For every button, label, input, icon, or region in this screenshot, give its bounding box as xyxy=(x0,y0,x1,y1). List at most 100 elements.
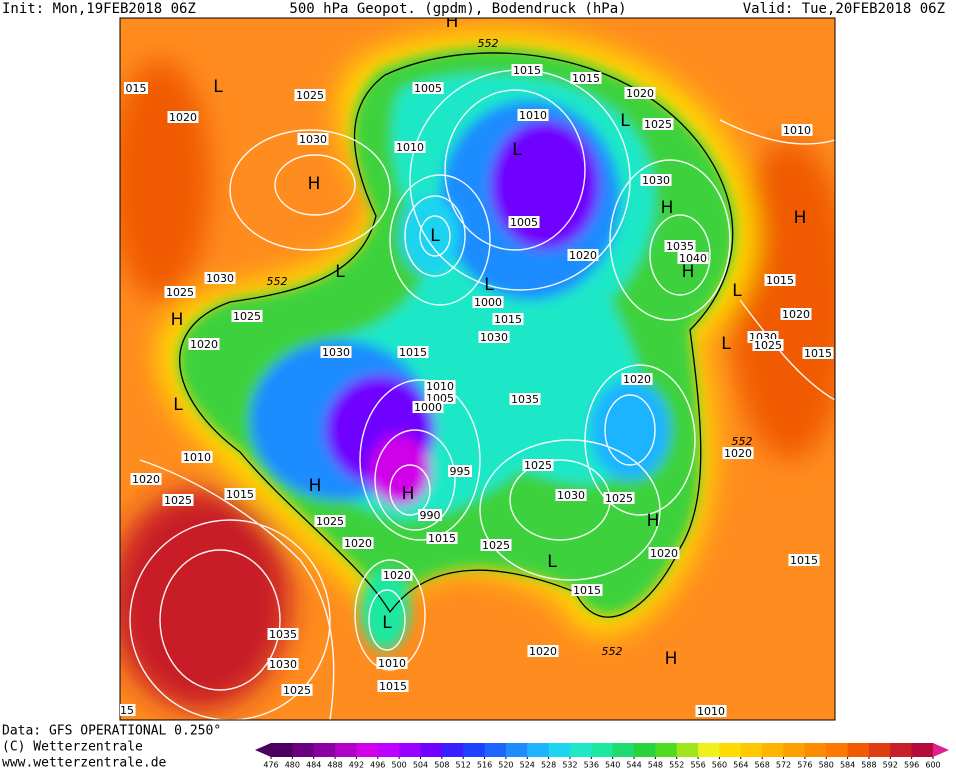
pressure-label: 1020 xyxy=(190,338,218,351)
pressure-label: 1010 xyxy=(426,380,454,393)
pressure-label-box xyxy=(231,310,263,322)
pressure-center: H xyxy=(402,484,415,504)
pressure-label-box xyxy=(480,539,512,551)
pressure-label: 1020 xyxy=(132,473,160,486)
colorbar-cell xyxy=(356,743,379,757)
colorbar-cell xyxy=(527,743,550,757)
isoline-label: 552 xyxy=(267,275,288,288)
pressure-label-box xyxy=(648,547,680,559)
pressure-label: 1025 xyxy=(233,310,261,323)
pressure-label-box xyxy=(426,532,458,544)
pressure-label-box xyxy=(802,347,834,359)
pressure-label: 1025 xyxy=(482,539,510,552)
map-title: 500 hPa Geopot. (gpdm), Bodendruck (hPa) xyxy=(289,1,626,17)
pressure-label-box xyxy=(664,240,696,252)
pressure-label-box xyxy=(570,72,602,84)
pressure-label-box xyxy=(314,515,346,527)
colorbar-label: 500 xyxy=(391,761,406,770)
colorbar-label: 580 xyxy=(819,761,834,770)
pressure-label: 1000 xyxy=(414,401,442,414)
pressure-label: 1025 xyxy=(754,339,782,352)
valid-time: Valid: Tue,20FEB2018 06Z xyxy=(743,1,945,17)
colorbar-cell xyxy=(634,743,656,757)
colorbar-cell xyxy=(911,743,934,757)
colorbar-label: 572 xyxy=(776,761,791,770)
colorbar-label: 600 xyxy=(925,761,940,770)
colorbar-cell xyxy=(484,743,507,757)
pressure-label-box xyxy=(642,118,674,130)
pressure-label: 1025 xyxy=(296,89,324,102)
pressure-label: 1020 xyxy=(782,308,810,321)
colorbar-cell xyxy=(783,743,806,757)
pressure-label-box xyxy=(320,346,352,358)
pressure-label: 1030 xyxy=(642,174,670,187)
colorbar-cell xyxy=(292,743,315,757)
pressure-label: 990 xyxy=(420,509,441,522)
pressure-label: 015 xyxy=(126,82,147,95)
pressure-label: 1035 xyxy=(269,628,297,641)
pressure-center: H xyxy=(446,12,459,32)
colorbar-cell xyxy=(868,743,891,757)
pressure-label-box xyxy=(412,82,444,94)
pressure-center: H xyxy=(308,174,321,194)
pressure-label: 1025 xyxy=(605,492,633,505)
colorbar-label: 504 xyxy=(413,761,428,770)
pressure-label: 1015 xyxy=(399,346,427,359)
colorbar-cell xyxy=(441,743,464,757)
pressure-label: 1020 xyxy=(344,537,372,550)
pressure-center: L xyxy=(620,111,630,131)
pressure-label-box xyxy=(164,286,196,298)
pressure-label-box xyxy=(492,313,524,325)
pressure-label: 1010 xyxy=(183,451,211,464)
colorbar-cell xyxy=(505,743,528,757)
pressure-label: 1020 xyxy=(650,547,678,560)
pressure-label-box xyxy=(780,308,812,320)
pressure-label-box xyxy=(448,465,472,477)
colorbar-cell xyxy=(399,743,421,757)
colorbar-cell xyxy=(719,743,742,757)
pressure-label: 1020 xyxy=(724,447,752,460)
pressure-label: 1020 xyxy=(383,569,411,582)
colorbar-cell xyxy=(548,743,571,757)
pressure-center: H xyxy=(647,511,660,531)
pressure-label: 1040 xyxy=(679,252,707,265)
colorbar-label: 560 xyxy=(712,761,727,770)
pressure-center: H xyxy=(661,198,674,218)
pressure-label-box xyxy=(162,494,194,506)
colorbar-label: 588 xyxy=(861,761,876,770)
pressure-label-box xyxy=(509,393,541,405)
pressure-label-box xyxy=(167,111,199,123)
colorbar-label: 544 xyxy=(626,761,641,770)
colorbar-label: 584 xyxy=(840,761,855,770)
pressure-label-box xyxy=(621,373,653,385)
colorbar-label: 480 xyxy=(285,761,300,770)
pressure-label-box xyxy=(640,174,672,186)
pressure-label: 1005 xyxy=(510,216,538,229)
pressure-label: 1025 xyxy=(524,459,552,472)
pressure-label: 1015 xyxy=(494,313,522,326)
pressure-label: 1015 xyxy=(572,72,600,85)
pressure-label-box xyxy=(752,339,784,351)
pressure-label: 1015 xyxy=(513,64,541,77)
pressure-label-box xyxy=(297,133,329,145)
pressure-label: 1020 xyxy=(569,249,597,262)
pressure-label-box xyxy=(472,296,504,308)
colorbar-label: 520 xyxy=(498,761,513,770)
pressure-label: 1025 xyxy=(164,494,192,507)
pressure-label: 1010 xyxy=(783,124,811,137)
pressure-label-box xyxy=(722,447,754,459)
pressure-label: 1030 xyxy=(299,133,327,146)
pressure-label-box xyxy=(677,252,709,264)
pressure-center: L xyxy=(213,77,223,97)
pressure-label-box xyxy=(478,331,510,343)
pressure-label-box xyxy=(394,141,426,153)
colorbar-cell xyxy=(271,743,293,757)
pressure-label: 1020 xyxy=(529,645,557,658)
pressure-label-box xyxy=(603,492,635,504)
data-source: Data: GFS OPERATIONAL 0.250° xyxy=(2,724,221,739)
init-time: Init: Mon,19FEB2018 06Z xyxy=(2,1,196,17)
colorbar-cell xyxy=(591,743,614,757)
pressure-label-box xyxy=(412,401,444,413)
colorbar-cell xyxy=(335,743,357,757)
isoline-label: 552 xyxy=(478,37,499,50)
